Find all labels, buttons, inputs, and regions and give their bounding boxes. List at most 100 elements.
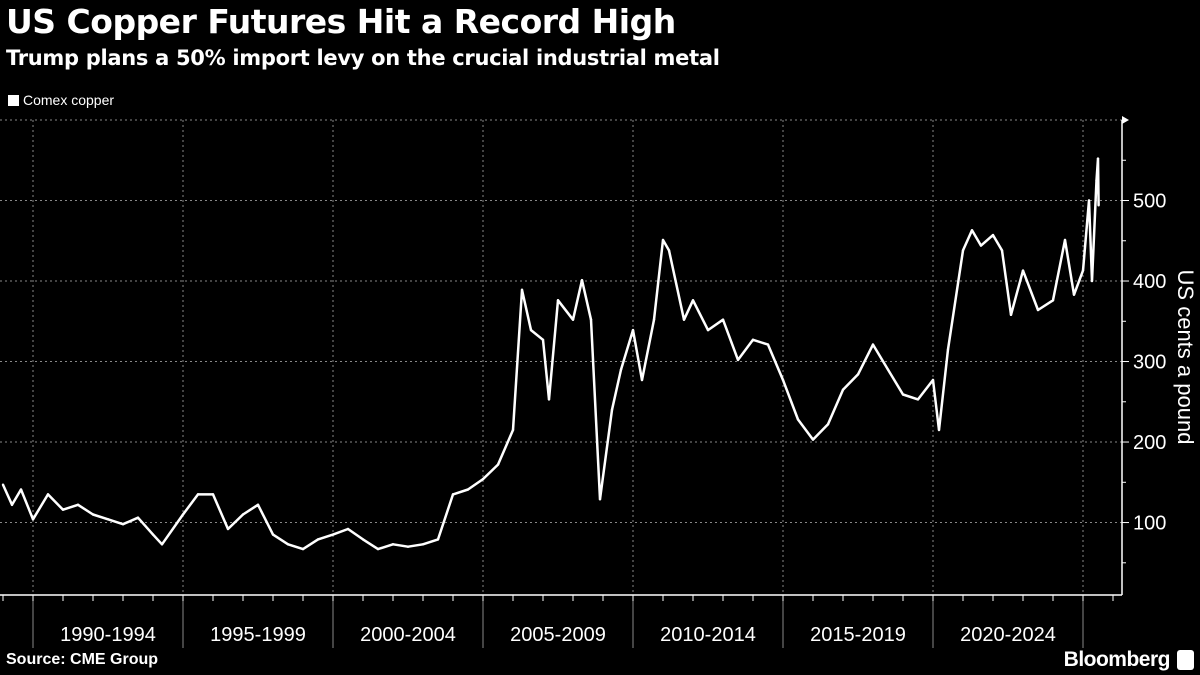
data-point: [1063, 238, 1067, 242]
data-point: [316, 538, 320, 541]
legend-swatch: [8, 94, 19, 106]
x-tick-label: 2010-2014: [660, 624, 756, 646]
x-tick-label: 1995-1999: [210, 624, 306, 646]
data-point: [256, 503, 260, 507]
y-axis-label: US cents a pound: [1173, 270, 1198, 445]
y-tick-label: 300: [1133, 352, 1166, 374]
data-point: [598, 497, 602, 501]
data-point: [301, 547, 305, 551]
data-point: [76, 503, 80, 507]
data-point: [916, 398, 920, 401]
brand-logo: Bloomberg: [1063, 648, 1171, 671]
data-point: [1, 483, 5, 486]
data-point: [610, 408, 614, 412]
data-point: [406, 545, 410, 548]
data-point: [1009, 313, 1013, 317]
data-point: [781, 378, 785, 382]
data-point: [1072, 293, 1076, 296]
data-point: [1051, 299, 1055, 302]
data-point: [970, 229, 974, 232]
data-point: [211, 493, 215, 496]
data-point: [451, 493, 455, 496]
y-tick-label: 200: [1133, 432, 1166, 454]
data-point: [241, 513, 245, 516]
data-point: [376, 547, 380, 551]
data-point: [331, 533, 335, 536]
data-point: [61, 508, 65, 511]
data-point: [91, 513, 95, 516]
data-point: [589, 318, 593, 321]
data-point: [286, 543, 290, 546]
data-point: [556, 299, 560, 302]
data-point: [652, 318, 656, 321]
data-point: [931, 378, 935, 382]
y-tick-label: 500: [1133, 191, 1166, 213]
data-point: [667, 249, 671, 252]
data-point: [979, 244, 983, 247]
y-tick-label: 400: [1133, 271, 1166, 293]
data-point: [529, 328, 533, 332]
series-line-comex-copper: [1, 157, 1100, 551]
data-point: [271, 533, 275, 536]
data-point: [481, 477, 485, 481]
data-point: [1095, 179, 1098, 182]
bloomberg-icon: [1177, 650, 1194, 670]
data-point: [547, 398, 551, 401]
y-tick-label: 100: [1133, 513, 1166, 535]
data-point: [226, 527, 230, 531]
y-axis-arrow: [1122, 116, 1129, 124]
x-tick-label: 1990-1994: [60, 624, 156, 646]
data-point: [346, 527, 350, 531]
data-point: [901, 393, 905, 396]
data-point: [436, 538, 440, 541]
data-point: [466, 488, 470, 491]
chart-title: US Copper Futures Hit a Record High: [6, 2, 676, 41]
data-point: [991, 233, 995, 237]
legend-label: Comex copper: [23, 92, 115, 108]
data-point: [196, 493, 200, 496]
data-point: [766, 343, 770, 346]
data-point: [886, 368, 890, 371]
data-point: [1090, 279, 1094, 283]
data-point: [706, 328, 710, 332]
data-point: [796, 418, 800, 421]
data-point: [1036, 308, 1040, 312]
data-point: [961, 249, 965, 252]
data-point: [811, 438, 815, 441]
source-note: Source: CME Group: [6, 651, 159, 668]
data-point: [151, 533, 155, 536]
data-point: [946, 348, 950, 351]
data-point: [841, 388, 845, 391]
x-tick-label: 2005-2009: [510, 624, 606, 646]
data-point: [520, 288, 524, 292]
data-point: [421, 543, 425, 546]
data-point: [619, 368, 623, 371]
data-point: [661, 238, 665, 242]
data-point: [106, 518, 110, 521]
data-point: [1096, 157, 1100, 160]
data-point: [391, 543, 395, 546]
data-point: [160, 543, 164, 546]
data-point: [1097, 204, 1100, 207]
data-point: [721, 318, 725, 321]
data-point: [19, 488, 23, 491]
data-point: [10, 503, 14, 507]
data-point: [871, 343, 875, 346]
data-point: [1000, 249, 1004, 252]
data-point: [640, 378, 644, 382]
data-point: [136, 516, 140, 519]
data-point: [937, 428, 941, 432]
data-point: [826, 423, 830, 426]
data-point: [1087, 199, 1091, 202]
data-point: [511, 428, 515, 432]
data-point: [541, 338, 545, 341]
legend: Comex copper: [8, 92, 114, 108]
data-point: [631, 328, 635, 332]
x-tick-label: 2020-2024: [960, 624, 1056, 646]
data-point: [856, 373, 860, 376]
data-point: [736, 358, 740, 362]
data-point: [181, 513, 185, 516]
data-point: [361, 538, 365, 541]
data-point: [751, 338, 755, 341]
